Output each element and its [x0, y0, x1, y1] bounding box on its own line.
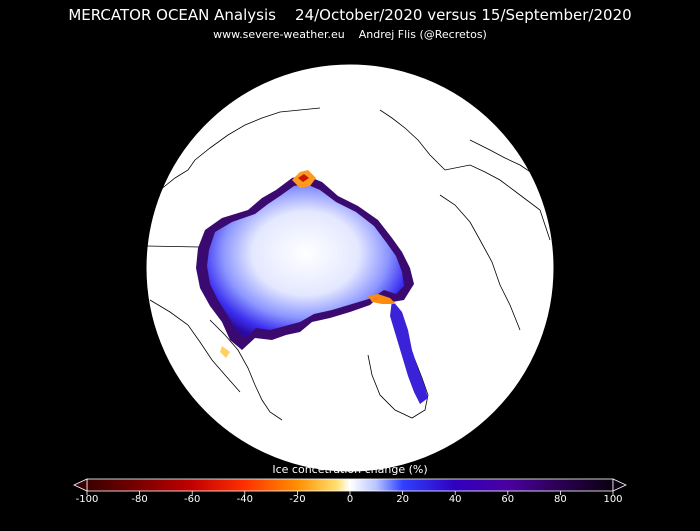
- colorbar-tick-label: 60: [501, 494, 515, 505]
- coastline-scandinavia: [209, 319, 283, 421]
- colorbar-tick-label: 100: [603, 494, 623, 505]
- ice-loss-barents: [220, 346, 230, 358]
- colorbar-right-arrow: [612, 478, 627, 492]
- coastline-canada-islands: [439, 194, 521, 331]
- colorbar-tick-label: -60: [184, 494, 201, 505]
- ice-loss-greenland-sea: [368, 294, 396, 304]
- greenland-strait-ice: [390, 300, 428, 404]
- map-subtitle: www.severe-weather.eu Andrej Flis (@Recr…: [213, 28, 487, 41]
- colorbar-strip: [86, 478, 614, 492]
- colorbar-tick-label: 80: [554, 494, 567, 505]
- coastline-siberia: [159, 107, 321, 191]
- coastline-alaska: [469, 139, 536, 176]
- sea-ice-change-field: [196, 170, 428, 404]
- colorbar-tick-label: -40: [236, 494, 253, 505]
- meridian-line: [146, 245, 201, 248]
- coastline-europe: [149, 299, 241, 393]
- colorbar-tick-label: -80: [131, 494, 148, 505]
- map-title: MERCATOR OCEAN Analysis 24/October/2020 …: [68, 6, 632, 24]
- colorbar-tick-label: 40: [448, 494, 462, 505]
- colorbar-tick-label: 20: [396, 494, 409, 505]
- colorbar-tick-label: 0: [346, 494, 354, 505]
- colorbar-tick-label: -100: [75, 494, 99, 505]
- colorbar-left-arrow: [73, 478, 88, 492]
- colorbar: [73, 478, 627, 495]
- ice-loss-laptev-core: [298, 174, 309, 182]
- coastline-north-america: [379, 109, 551, 241]
- colorbar-tick-label: -20: [289, 494, 306, 505]
- colorbar-title: Ice concetration change (%): [272, 463, 428, 476]
- ice-gain-area: [207, 184, 404, 338]
- globe-outline: [145, 63, 555, 473]
